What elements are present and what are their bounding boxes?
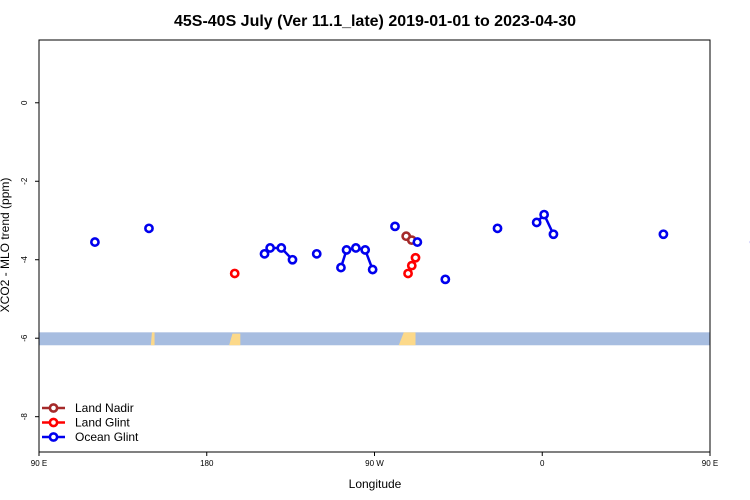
legend-marker-ocean-glint: [48, 432, 59, 442]
ocean-glint-point: [341, 245, 352, 255]
y-tick-label: 0: [20, 100, 29, 105]
y-axis: 0 -2 -4 -6 -8: [20, 100, 39, 420]
land-glint-point: [229, 268, 240, 279]
ocean-glint-point: [287, 254, 298, 265]
ocean-glint-point: [367, 264, 378, 275]
ocean-glint-point: [144, 223, 154, 234]
ocean-glint-point: [259, 248, 270, 259]
land-patch: [150, 332, 155, 346]
land-patch: [398, 332, 416, 346]
land-patch: [229, 333, 241, 346]
legend-marker-land-nadir: [48, 403, 59, 413]
y-tick-label: -4: [20, 256, 29, 264]
ocean-glint-point: [360, 245, 371, 255]
land-glint-point: [410, 252, 421, 263]
ocean-glint-point: [548, 229, 559, 240]
land-glint-point: [403, 268, 413, 279]
x-tick-label: 0: [540, 459, 545, 468]
x-tick-label: 90 E: [702, 459, 718, 468]
ocean-band: [39, 332, 710, 346]
x-tick-label: 180: [200, 459, 214, 468]
ocean-glint-point: [336, 262, 346, 273]
ocean-glint-point: [350, 243, 361, 253]
plot-frame: [38, 39, 711, 453]
ocean-glint-point: [658, 229, 669, 240]
y-tick-label: -8: [20, 413, 29, 421]
ocean-glint-point: [539, 209, 550, 220]
y-axis-label: XCO2 - MLO trend (ppm): [0, 178, 12, 313]
ocean-glint-point: [390, 221, 400, 232]
ocean-glint-point: [412, 237, 423, 247]
map-strip: [39, 332, 710, 346]
ocean-glint-point: [440, 274, 451, 285]
ocean-glint-point: [276, 243, 287, 253]
legend-label-land-nadir: Land Nadir: [75, 401, 134, 415]
series-layer: [90, 209, 750, 285]
legend-label-land-glint: Land Glint: [75, 416, 130, 430]
legend-marker-land-glint: [48, 417, 59, 428]
ocean-glint-point: [311, 248, 322, 259]
y-tick-label: -2: [20, 177, 29, 185]
x-axis-label: Longitude: [349, 477, 402, 491]
chart-title: 45S-40S July (Ver 11.1_late) 2019-01-01 …: [174, 13, 576, 30]
x-tick-label: 90 W: [365, 459, 384, 468]
land-glint-point: [406, 260, 417, 271]
x-tick-label: 90 E: [31, 459, 47, 468]
ocean-glint-point: [265, 243, 276, 253]
ocean-glint-point: [492, 223, 503, 234]
x-axis: 90 E 180 90 W 0 90 E: [31, 452, 718, 468]
legend-label-ocean-glint: Ocean Glint: [75, 430, 139, 444]
ocean-glint-point: [531, 217, 542, 228]
y-tick-label: -6: [20, 334, 29, 342]
ocean-glint-point: [90, 237, 100, 247]
